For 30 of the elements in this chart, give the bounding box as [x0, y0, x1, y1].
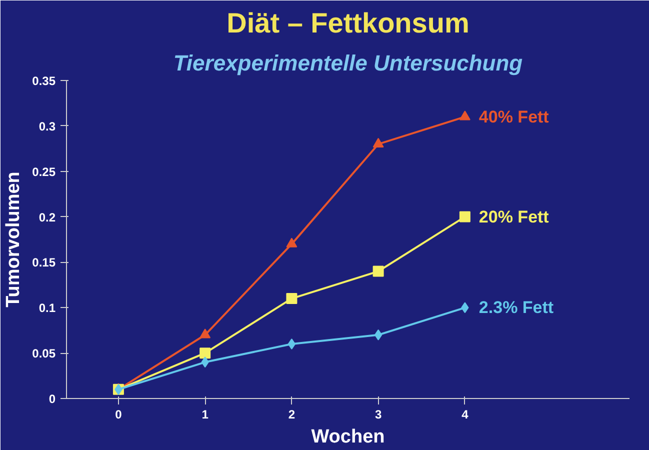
y-tick-label: 0.25: [32, 164, 56, 179]
point: [372, 266, 384, 277]
y-axis-title: Tumorvolumen: [3, 172, 24, 308]
chart-subtitle: Tierexperimentelle Untersuchung: [173, 50, 524, 76]
y-tick-label: 0.2: [38, 210, 56, 224]
series-label: 20% Fett: [478, 207, 550, 226]
series-label: 2.3% Fett: [478, 298, 554, 318]
y-tick-label: 0.35: [32, 74, 56, 88]
chart-title: Diät – Fettkonsum: [226, 8, 470, 38]
y-tick-label: 0.3: [38, 119, 56, 134]
x-tick-label: 2: [288, 408, 296, 422]
y-tick-label: 0.15: [32, 256, 56, 270]
point: [200, 348, 211, 359]
x-tick-label: 1: [202, 408, 209, 422]
point: [200, 328, 211, 338]
x-axis-title: Wochen: [311, 426, 385, 448]
point: [374, 329, 382, 340]
y-tick-label: 0.1: [38, 301, 56, 316]
point: [286, 238, 298, 248]
point: [459, 110, 470, 120]
x-tick-label: 4: [462, 408, 469, 422]
point: [286, 293, 298, 304]
point: [372, 138, 384, 148]
series-label: 40% Fett: [478, 107, 550, 126]
x-tick-label: 0: [115, 408, 122, 422]
point: [459, 211, 470, 222]
x-tick-label: 3: [374, 408, 382, 422]
y-tick-label: 0.05: [32, 346, 56, 361]
y-tick-label: 0: [48, 392, 56, 406]
point: [288, 338, 296, 350]
